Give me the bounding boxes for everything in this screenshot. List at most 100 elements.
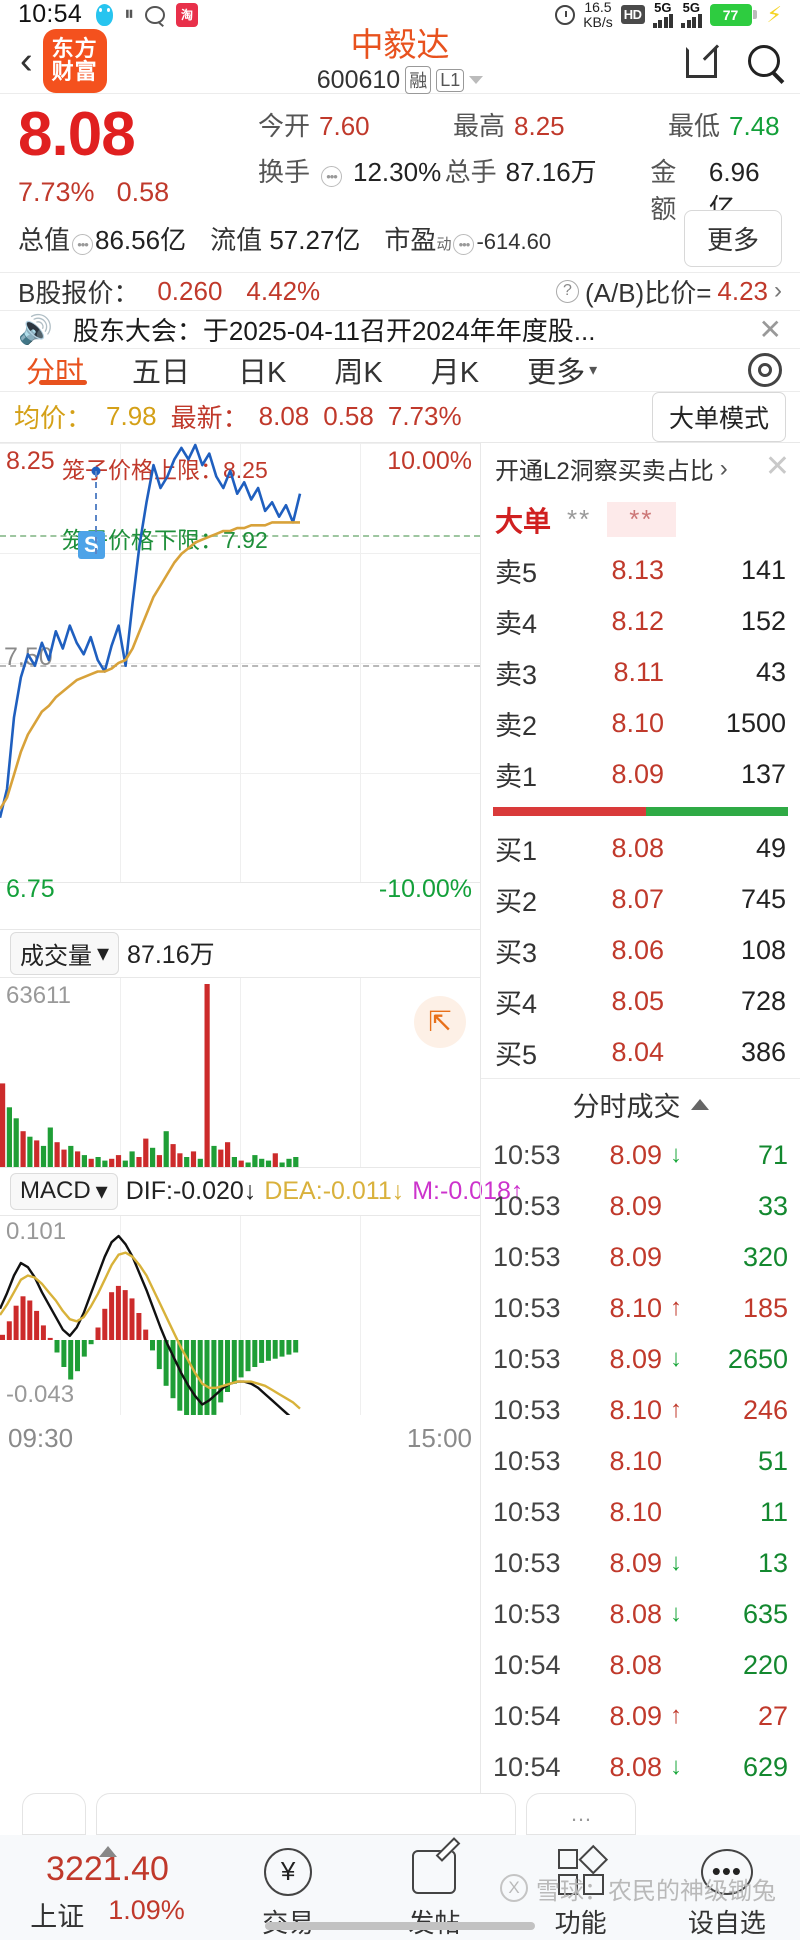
orderbook-row[interactable]: 买2 8.07 745	[481, 874, 800, 925]
more-button[interactable]: 更多	[683, 210, 782, 268]
buy-orders: 买1 8.08 49 买2 8.07 745 买3 8.06 108 买4 8.05 728 买…	[481, 823, 800, 1078]
close-icon[interactable]: ✕	[764, 449, 790, 483]
tick-row[interactable]: 10:53 8.09 ↓ 13	[481, 1538, 800, 1589]
xueqiu-logo-icon: X	[500, 1874, 528, 1903]
tick-volume: 51	[757, 1445, 788, 1476]
back-button[interactable]: ‹	[20, 40, 33, 82]
tick-row[interactable]: 10:54 8.08 ↓ 629	[481, 1742, 800, 1793]
tick-volume: 320	[742, 1241, 788, 1272]
low-label: 最低	[668, 111, 721, 141]
macd-indicator-selector[interactable]: MACD ▾	[10, 1172, 118, 1210]
info-dots-icon-2[interactable]: •••	[72, 234, 94, 256]
quote-stats-row-3: 总值 ••• 86.56亿 流值 57.27亿 市盈动 ••• -614.60 更多	[18, 210, 782, 268]
ab-ratio-block[interactable]: ? (A/B)比价= 4.23 ›	[555, 273, 782, 310]
tick-row[interactable]: 10:53 8.09 ↓ 71	[481, 1130, 800, 1181]
tick-list[interactable]: 10:53 8.09 ↓ 71 10:53 8.09 33 10:53 8.09 320 10:53…	[481, 1130, 800, 1793]
hd-icon: HD	[620, 5, 645, 24]
tick-row[interactable]: 10:54 8.08 220	[481, 1640, 800, 1691]
chevron-down-icon[interactable]	[469, 76, 484, 85]
peek-item-2[interactable]	[96, 1792, 516, 1835]
macd-dif-label: DIF:	[125, 1176, 173, 1205]
tick-row[interactable]: 10:53 8.10 ↑ 246	[481, 1385, 800, 1436]
index-widget[interactable]: 3221.40 上证 1.09%	[0, 1846, 215, 1934]
tick-row[interactable]: 10:53 8.09 320	[481, 1232, 800, 1283]
volume-chart[interactable]: 63611 ⇱	[0, 976, 480, 1167]
volume-indicator-selector[interactable]: 成交量 ▾	[10, 931, 120, 975]
tick-time: 10:53	[493, 1241, 561, 1272]
quote-stats-grid: 今开 7.60 最高 8.25 最低 7.48 换手 ••• 12.30% 总手 87.16…	[258, 106, 782, 224]
chevron-right-icon: ›	[774, 277, 782, 305]
tab-daily-k[interactable]: 日K	[214, 349, 310, 391]
info-dots-icon-3[interactable]: •••	[453, 234, 475, 256]
orderbook-row[interactable]: 买4 8.05 728	[481, 976, 800, 1027]
tick-row[interactable]: 10:53 8.10 51	[481, 1436, 800, 1487]
tick-section-header[interactable]: 分时成交	[481, 1077, 800, 1130]
tab-weekly-k[interactable]: 周K	[310, 349, 406, 391]
macd-header[interactable]: MACD ▾ DIF:-0.020↓ DEA:-0.011↓ M:-0.018↑	[0, 1166, 523, 1215]
ob-price: 8.11	[613, 656, 664, 687]
orderbook-row[interactable]: 卖2 8.10 1500	[481, 698, 800, 749]
last-label: 最新：	[170, 403, 249, 434]
ob-price: 8.06	[611, 934, 664, 965]
macd-svg	[0, 1234, 301, 1415]
nav-bar: ‹ 东方 财富 中毅达 600610 融 L1	[0, 26, 800, 95]
orderbook-row[interactable]: 卖5 8.13 141	[481, 545, 800, 596]
ob-qty: 137	[740, 758, 786, 789]
change-percent: 7.73%	[18, 176, 95, 207]
l2-promo-row[interactable]: 开通L2洞察买卖占比 › ✕	[481, 443, 800, 495]
announcement-banner[interactable]: 🔊 股东大会：于2025-04-11召开2024年年度股... ✕	[0, 309, 800, 349]
orderbook-row[interactable]: 买5 8.04 386	[481, 1027, 800, 1078]
chevron-up-icon	[690, 1098, 709, 1110]
app-logo[interactable]: 东方 财富	[42, 29, 107, 93]
tab-monthly-k[interactable]: 月K	[407, 349, 503, 391]
tick-volume: 71	[757, 1139, 788, 1170]
bottom-peek-bar: …	[0, 1792, 800, 1835]
orderbook-row[interactable]: 卖4 8.12 152	[481, 596, 800, 647]
orderbook-row[interactable]: 买3 8.06 108	[481, 925, 800, 976]
volume-header[interactable]: 成交量 ▾ 87.16万	[0, 928, 480, 977]
info-dots-icon[interactable]: •••	[321, 166, 343, 187]
ob-price: 8.08	[611, 832, 664, 863]
orderbook-row[interactable]: 买1 8.08 49	[481, 823, 800, 874]
tick-volume: 2650	[727, 1343, 788, 1374]
sell-orders: 卖5 8.13 141 卖4 8.12 152 卖3 8.11 43 卖2 8.10 1500 …	[481, 545, 800, 800]
peek-item-1[interactable]	[22, 1792, 86, 1835]
bshare-row[interactable]: B股报价： 0.260 4.42% ? (A/B)比价= 4.23 ›	[0, 271, 800, 310]
tick-time: 10:54	[493, 1700, 561, 1731]
tick-price: 8.10	[609, 1496, 662, 1527]
qq-icon	[96, 3, 114, 26]
orderbook-row[interactable]: 卖3 8.11 43	[481, 647, 800, 698]
volume-bars-svg	[0, 983, 299, 1167]
macd-label: MACD	[20, 1177, 91, 1205]
tab-more[interactable]: 更多 ▾	[503, 349, 621, 391]
gear-icon[interactable]	[748, 352, 782, 387]
chart-axis-low: 6.75	[6, 874, 55, 903]
ob-label: 买4	[495, 988, 538, 1019]
expand-icon[interactable]: ⇱	[414, 995, 466, 1048]
tick-row[interactable]: 10:53 8.10 11	[481, 1487, 800, 1538]
home-indicator	[265, 1921, 535, 1930]
macd-dif-arrow: ↓	[243, 1176, 257, 1205]
tick-volume: 246	[742, 1394, 788, 1425]
help-icon[interactable]: ?	[555, 279, 579, 303]
tick-row[interactable]: 10:53 8.08 ↓ 635	[481, 1589, 800, 1640]
tick-row[interactable]: 10:53 8.09 ↓ 2650	[481, 1334, 800, 1385]
chevron-down-icon: ▾	[97, 939, 110, 967]
tick-row[interactable]: 10:53 8.09 33	[481, 1181, 800, 1232]
close-icon[interactable]: ✕	[758, 313, 782, 345]
tab-fenshi[interactable]: 分时	[18, 349, 108, 391]
macd-chart[interactable]: 0.101 -0.043	[0, 1214, 480, 1415]
orderbook-row[interactable]: 卖1 8.09 137	[481, 749, 800, 800]
tick-price: 8.10 ↑	[609, 1394, 682, 1425]
dadan-mode-button[interactable]: 大单模式	[651, 391, 786, 442]
buy-sell-ratio-bar	[493, 806, 788, 816]
share-icon[interactable]	[686, 44, 718, 78]
search-icon[interactable]	[748, 45, 780, 77]
peek-item-3[interactable]: …	[526, 1792, 636, 1835]
intraday-price-chart[interactable]: 8.25 10.00% 7.50 笼子价格上限：8.25 笼子价格下限：7.92…	[0, 442, 480, 883]
tick-row[interactable]: 10:53 8.10 ↑ 185	[481, 1283, 800, 1334]
chevron-down-icon: ▾	[95, 1177, 108, 1205]
tab-five-day[interactable]: 五日	[108, 349, 214, 391]
status-clock: 10:54	[18, 0, 83, 28]
tick-row[interactable]: 10:54 8.09 ↑ 27	[481, 1691, 800, 1742]
